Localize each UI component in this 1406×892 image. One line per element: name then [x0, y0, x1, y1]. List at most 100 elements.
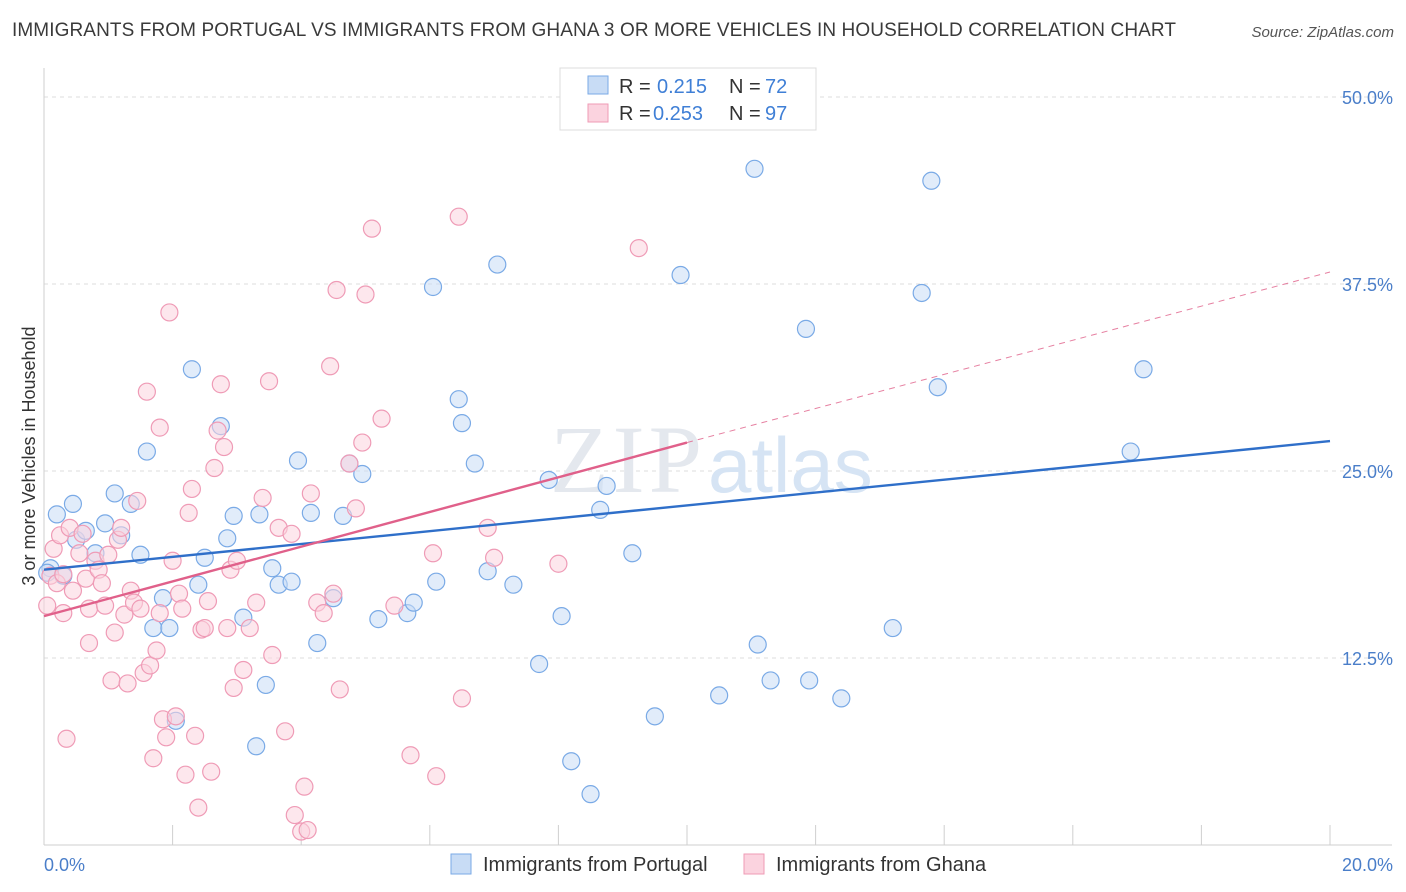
point-portugal-39	[404, 593, 423, 612]
point-ghana-92	[485, 548, 504, 567]
point-ghana-33	[147, 641, 166, 660]
point-portugal-25	[250, 505, 269, 524]
point-ghana-67	[282, 524, 301, 543]
point-ghana-27	[128, 491, 147, 511]
point-ghana-42	[176, 765, 195, 784]
point-ghana-38	[163, 551, 182, 570]
point-ghana-79	[340, 454, 359, 473]
point-portugal-58	[710, 686, 729, 705]
point-portugal-3	[63, 494, 83, 514]
point-ghana-40	[169, 584, 189, 603]
point-portugal-46	[488, 255, 507, 274]
point-portugal-50	[552, 607, 571, 626]
point-ghana-89	[449, 207, 468, 226]
point-ghana-50	[202, 762, 221, 781]
point-portugal-21	[218, 529, 237, 548]
trend-line-portugal	[43, 439, 1331, 571]
point-portugal-29	[282, 572, 301, 591]
point-portugal-37	[369, 610, 388, 629]
point-ghana-68	[285, 805, 304, 825]
bottom-legend-label-ghana: Immigrants from Ghana	[776, 854, 987, 876]
point-portugal-31	[301, 503, 320, 522]
point-ghana-55	[218, 618, 237, 638]
point-ghana-22	[112, 518, 131, 537]
point-ghana-62	[253, 488, 272, 508]
x-tick-label-1: 20.0%	[1342, 855, 1393, 875]
point-portugal-18	[189, 575, 208, 594]
bottom-legend: Immigrants from Portugal Immigrants from…	[450, 853, 987, 876]
point-portugal-52	[581, 785, 600, 804]
legend-n-value-ghana: 97	[765, 103, 787, 125]
point-portugal-22	[224, 506, 243, 525]
point-portugal-51	[562, 752, 581, 771]
point-ghana-88	[427, 767, 446, 786]
point-ghana-39	[166, 707, 185, 726]
point-ghana-46	[189, 798, 208, 817]
point-ghana-48	[195, 618, 214, 638]
point-ghana-6	[57, 729, 76, 748]
point-ghana-71	[298, 820, 317, 840]
stats-legend: R = 0.215 N = 72 R = 0.253 N = 97	[559, 67, 817, 131]
trend-line-dashed-ghana	[686, 271, 1331, 444]
legend-r-label-ghana: R =	[619, 103, 651, 125]
point-ghana-28	[131, 599, 150, 618]
point-portugal-68	[928, 378, 947, 397]
point-ghana-20	[105, 623, 124, 642]
point-ghana-72	[301, 484, 320, 503]
point-portugal-14	[153, 589, 173, 608]
point-ghana-61	[247, 593, 266, 612]
point-ghana-36	[157, 728, 176, 747]
point-portugal-30	[288, 451, 308, 470]
point-portugal-7	[95, 514, 115, 533]
point-portugal-57	[671, 265, 690, 285]
point-portugal-12	[137, 442, 156, 461]
point-ghana-94	[629, 238, 648, 258]
point-portugal-40	[423, 277, 443, 297]
point-portugal-1	[47, 505, 66, 524]
legend-r-label-portugal: R =	[619, 76, 651, 98]
point-ghana-78	[330, 680, 349, 699]
y-tick-label-2: 37.5%	[1342, 275, 1393, 295]
point-ghana-60	[240, 618, 259, 638]
point-portugal-27	[263, 559, 282, 578]
point-ghana-5	[54, 565, 73, 584]
point-portugal-43	[452, 414, 472, 433]
legend-n-label-portugal: N =	[729, 76, 761, 98]
point-ghana-84	[372, 409, 391, 428]
point-ghana-45	[186, 726, 205, 745]
point-portugal-24	[247, 737, 266, 756]
point-portugal-26	[256, 675, 275, 695]
point-portugal-62	[796, 319, 816, 338]
point-ghana-87	[423, 544, 443, 563]
watermark: ZIP atlas	[550, 406, 873, 513]
point-portugal-32	[308, 633, 327, 653]
source-label: Source: ZipAtlas.com	[1251, 24, 1394, 41]
point-ghana-32	[144, 749, 163, 768]
point-ghana-83	[362, 219, 382, 238]
point-ghana-31	[140, 656, 160, 675]
point-ghana-18	[99, 545, 118, 564]
point-ghana-24	[118, 674, 137, 693]
point-ghana-37	[160, 303, 179, 322]
point-ghana-23	[115, 605, 134, 624]
point-portugal-47	[504, 575, 523, 594]
point-ghana-80	[346, 499, 365, 518]
point-ghana-51	[205, 458, 224, 478]
point-ghana-53	[211, 375, 230, 394]
point-portugal-66	[912, 283, 931, 303]
point-ghana-52	[208, 421, 227, 440]
point-ghana-74	[314, 604, 333, 623]
point-ghana-66	[276, 722, 295, 741]
legend-swatch-ghana	[587, 103, 609, 123]
point-ghana-93	[549, 554, 568, 573]
point-ghana-9	[70, 544, 89, 563]
point-ghana-43	[179, 503, 198, 522]
legend-swatch-portugal	[587, 75, 609, 95]
bottom-legend-swatch-ghana	[743, 853, 765, 875]
point-ghana-64	[263, 645, 282, 665]
point-portugal-65	[883, 618, 902, 638]
point-ghana-44	[182, 479, 201, 499]
point-ghana-57	[224, 678, 243, 698]
bottom-legend-swatch-portugal	[450, 853, 472, 875]
point-portugal-56	[645, 707, 664, 726]
